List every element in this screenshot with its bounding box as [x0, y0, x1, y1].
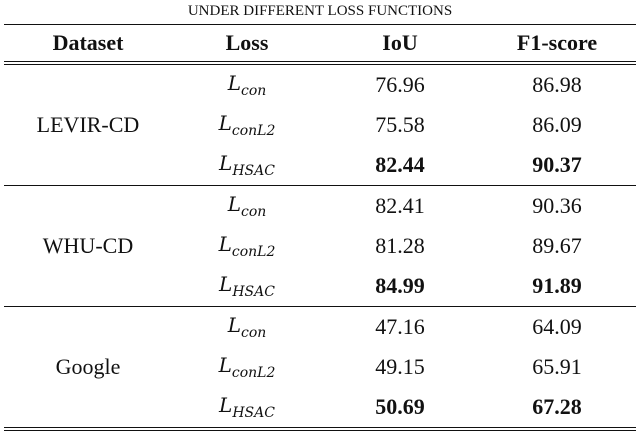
loss-base: L: [227, 192, 241, 216]
iou-cell: 49.15: [375, 354, 425, 379]
table: Dataset Loss IoU F1-score LEVIR-CD Lcon 76…: [4, 24, 636, 431]
header-cell: Loss: [225, 30, 269, 55]
f1-cell: 64.09: [532, 314, 582, 339]
dataset-cell: LEVIR-CD: [36, 112, 140, 137]
f1-cell: 86.09: [532, 112, 582, 137]
f1-cell: 90.36: [532, 193, 582, 218]
table-row: Lcon 76.96 86.98: [172, 65, 636, 105]
f1-cell: 89.67: [532, 233, 582, 258]
table-caption: UNDER DIFFERENT LOSS FUNCTIONS: [187, 3, 453, 19]
f1-cell: 65.91: [532, 354, 582, 379]
loss-cell: Lcon: [172, 192, 322, 220]
loss-subscript: con: [240, 325, 267, 341]
f1-cell: 91.89: [532, 273, 582, 298]
loss-base: L: [218, 111, 232, 135]
loss-subscript: conL2: [231, 123, 276, 139]
group-rows: Lcon 76.96 86.98 LconL2 75.58 86.09 LHSAC 82.44…: [172, 65, 636, 185]
row-group: Google Lcon 47.16 64.09 LconL2 49.15 65.91 LHSA…: [4, 306, 636, 427]
dataset-cell: Google: [55, 354, 121, 379]
header-cell: Dataset: [52, 30, 124, 55]
iou-cell: 50.69: [375, 394, 425, 419]
dataset-cell: WHU-CD: [42, 233, 134, 258]
loss-base: L: [227, 313, 241, 337]
loss-base: L: [219, 272, 233, 296]
loss-subscript: HSAC: [232, 163, 275, 179]
header-row: Dataset Loss IoU F1-score: [4, 25, 636, 65]
loss-cell: LconL2: [172, 353, 322, 381]
loss-cell: LconL2: [172, 232, 322, 260]
iou-cell: 82.44: [375, 152, 425, 177]
loss-base: L: [219, 393, 233, 417]
loss-base: L: [219, 151, 233, 175]
loss-base: L: [227, 71, 241, 95]
iou-cell: 81.28: [375, 233, 425, 258]
loss-subscript: con: [240, 83, 267, 99]
header-cell: F1-score: [516, 30, 598, 55]
table-row: Lcon 47.16 64.09: [172, 307, 636, 347]
group-rows: Lcon 82.41 90.36 LconL2 81.28 89.67 LHSAC 84.99…: [172, 186, 636, 306]
table-row: LHSAC 84.99 91.89: [172, 266, 636, 306]
loss-subscript: HSAC: [232, 405, 275, 421]
loss-subscript: conL2: [231, 365, 276, 381]
iou-cell: 84.99: [375, 273, 425, 298]
table-row: LconL2 81.28 89.67: [172, 226, 636, 266]
iou-cell: 75.58: [375, 112, 425, 137]
loss-cell: Lcon: [172, 313, 322, 341]
group-rows: Lcon 47.16 64.09 LconL2 49.15 65.91 LHSAC 50.69…: [172, 307, 636, 427]
table-row: LconL2 49.15 65.91: [172, 347, 636, 387]
loss-cell: LHSAC: [172, 151, 322, 179]
loss-base: L: [218, 353, 232, 377]
loss-subscript: HSAC: [232, 284, 275, 300]
loss-cell: Lcon: [172, 71, 322, 99]
iou-cell: 47.16: [375, 314, 425, 339]
loss-subscript: conL2: [231, 244, 276, 260]
f1-cell: 67.28: [532, 394, 582, 419]
loss-cell: LHSAC: [172, 272, 322, 300]
loss-subscript: con: [240, 204, 267, 220]
f1-cell: 90.37: [532, 152, 582, 177]
loss-base: L: [218, 232, 232, 256]
f1-cell: 86.98: [532, 72, 582, 97]
loss-cell: LHSAC: [172, 393, 322, 421]
table-row: LHSAC 82.44 90.37: [172, 145, 636, 185]
row-group: WHU-CD Lcon 82.41 90.36 LconL2 81.28 89.67 LHSA…: [4, 185, 636, 306]
iou-cell: 76.96: [375, 72, 425, 97]
row-group: LEVIR-CD Lcon 76.96 86.98 LconL2 75.58 86.09 LH…: [4, 65, 636, 185]
table-row: LconL2 75.58 86.09: [172, 105, 636, 145]
table-row: LHSAC 50.69 67.28: [172, 387, 636, 427]
header-cell: IoU: [382, 30, 418, 55]
iou-cell: 82.41: [375, 193, 425, 218]
loss-cell: LconL2: [172, 111, 322, 139]
table-row: Lcon 82.41 90.36: [172, 186, 636, 226]
